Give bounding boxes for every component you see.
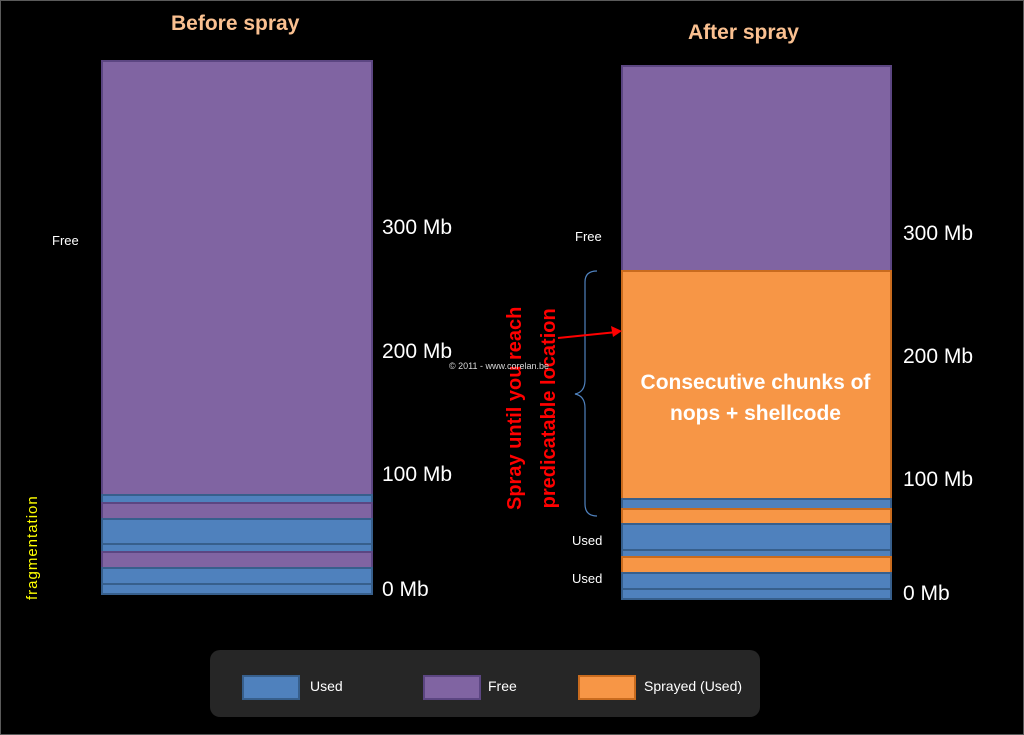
before-free-label: Free: [52, 233, 79, 248]
before-heap-column: [101, 60, 373, 595]
after-used-label-2: Used: [572, 571, 603, 586]
before-used-chunk: [101, 583, 373, 595]
after-free-label: Free: [575, 229, 602, 244]
legend-used-label: Used: [310, 678, 343, 694]
copyright-text: © 2011 - www.corelan.be: [449, 361, 550, 371]
legend-sprayed-label: Sprayed (Used): [644, 678, 743, 694]
spray-annotation-line-2: predicatable location: [538, 308, 560, 509]
after-spray-title: After spray: [688, 21, 799, 44]
before-tick-100: 100 Mb: [382, 463, 453, 486]
before-tick-300: 300 Mb: [382, 216, 453, 239]
fragmentation-label: fragmentation: [24, 495, 41, 600]
before-free-block: [101, 60, 373, 496]
after-tick-300: 300 Mb: [903, 222, 974, 245]
legend-free-label: Free: [488, 678, 517, 694]
spray-arrow-icon: [557, 331, 618, 339]
spray-annotation: Spray until you reach predicatable locat…: [498, 307, 566, 510]
after-tick-0: 0 Mb: [903, 582, 950, 605]
legend-free-swatch: [423, 675, 481, 700]
after-tick-100: 100 Mb: [903, 468, 974, 491]
sprayed-block-text: Consecutive chunks of nops + shellcode: [640, 371, 871, 425]
legend: Used Free Sprayed (Used): [210, 650, 760, 717]
legend-used-swatch: [242, 675, 300, 700]
legend-sprayed-swatch: [578, 675, 636, 700]
after-heap-column: [621, 65, 892, 600]
before-tick-200: 200 Mb: [382, 340, 453, 363]
spray-range-brace: [557, 270, 622, 517]
before-tick-0: 0 Mb: [382, 578, 429, 601]
spray-annotation-line-1: Spray until you reach: [504, 306, 526, 510]
after-used-label-1: Used: [572, 533, 603, 548]
before-spray-title: Before spray: [171, 12, 300, 35]
after-used-chunk: [621, 588, 892, 600]
before-used-chunk: [101, 518, 373, 545]
after-free-block: [621, 65, 892, 272]
after-tick-200: 200 Mb: [903, 345, 974, 368]
after-used-chunk: [621, 523, 892, 551]
